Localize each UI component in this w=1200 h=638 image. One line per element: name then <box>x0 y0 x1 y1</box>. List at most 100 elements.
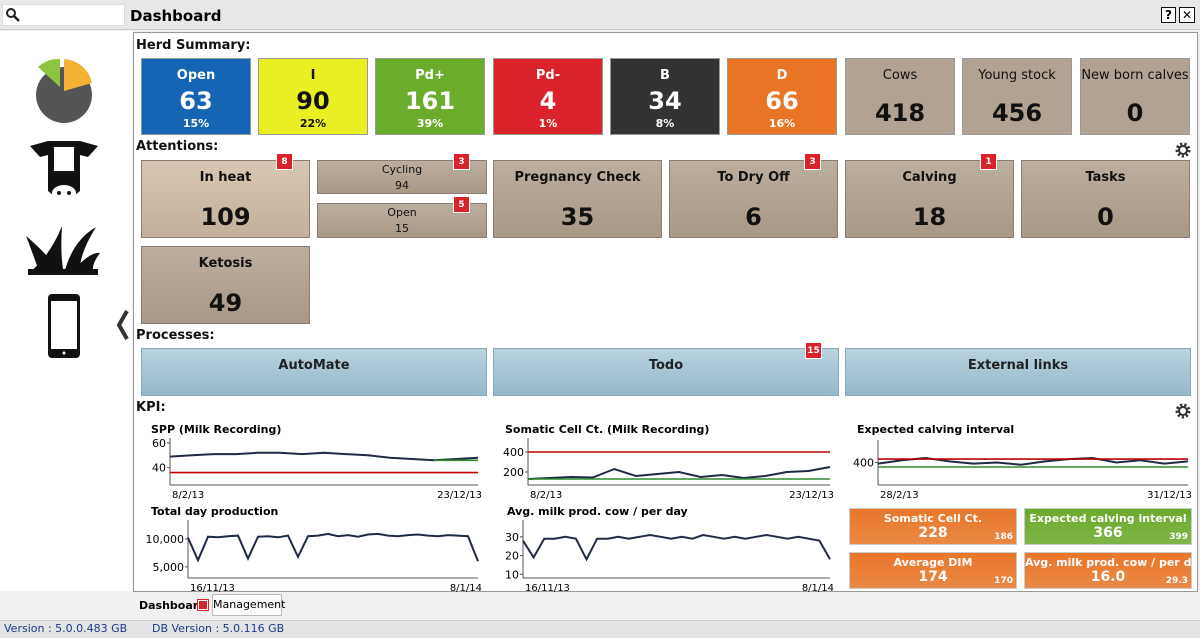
x-end-label: 8/1/14 <box>450 583 482 594</box>
tile-name: AutoMate <box>278 358 350 373</box>
kpi-tile[interactable]: Somatic Cell Ct. 228 186 <box>849 508 1017 545</box>
tile-percent: 1% <box>538 117 558 130</box>
x-start-label: 16/11/13 <box>525 583 570 594</box>
tab-close[interactable] <box>198 600 208 610</box>
badge: 3 <box>804 153 821 170</box>
y-tick-label: 200 <box>503 466 524 479</box>
tile-percent: 39% <box>416 117 444 130</box>
gear-icon[interactable] <box>1175 142 1191 158</box>
window-title: Dashboard <box>130 7 222 25</box>
process-tile[interactable]: Todo <box>493 348 839 396</box>
chart-title: Expected calving interval <box>857 423 1014 436</box>
series-line <box>169 451 479 462</box>
tile-name: Cows <box>882 68 918 83</box>
attention-tile[interactable]: Tasks 0 <box>1021 160 1190 238</box>
help-button[interactable]: ? <box>1161 7 1176 23</box>
processes-label: Processes: <box>136 328 215 343</box>
tile-value: 34 <box>648 87 682 115</box>
x-end-label: 8/1/14 <box>802 583 834 594</box>
chart-title: Somatic Cell Ct. (Milk Recording) <box>505 423 709 436</box>
close-button[interactable]: ✕ <box>1179 7 1195 23</box>
tile-value: 90 <box>296 87 330 115</box>
tile-value: 63 <box>179 87 213 115</box>
tab-management[interactable]: Management <box>212 594 285 616</box>
tab-dashboard[interactable]: Dashboard <box>139 599 207 612</box>
x-start-label: 8/2/13 <box>530 490 562 501</box>
sidebar <box>0 31 132 591</box>
tile-name: Open <box>387 206 417 219</box>
herd-tile[interactable]: New born calves 0 <box>1080 58 1190 135</box>
kpi-tile[interactable]: Average DIM 174 170 <box>849 552 1017 589</box>
kpi-target: 399 <box>1169 532 1188 542</box>
db-version-text: DB Version : 5.0.116 GB <box>152 622 285 635</box>
series-line <box>187 532 479 563</box>
process-tile[interactable]: AutoMate <box>141 348 487 396</box>
cow-icon[interactable] <box>30 141 98 201</box>
tile-name: B <box>660 68 670 83</box>
process-tile[interactable]: External links <box>845 348 1191 396</box>
herd-tile[interactable]: Young stock 456 <box>962 58 1072 135</box>
y-tick-label: 20 <box>505 550 519 563</box>
kpi-name: Avg. milk prod. cow / per day <box>1025 556 1192 569</box>
x-start-label: 16/11/13 <box>190 583 235 594</box>
status-bar <box>0 620 1200 638</box>
y-tick-label: 40 <box>152 462 166 475</box>
x-start-label: 8/2/13 <box>172 490 204 501</box>
tile-name: Young stock <box>978 68 1056 83</box>
collapse-chevron[interactable] <box>116 310 129 340</box>
tile-name: I <box>310 68 316 83</box>
gear-icon[interactable] <box>1175 403 1191 419</box>
title-bar <box>0 0 1200 30</box>
herd-tile[interactable]: Cows 418 <box>845 58 955 135</box>
tile-name: Pd+ <box>415 68 445 83</box>
attention-tile[interactable]: To Dry Off 6 <box>669 160 838 238</box>
tile-name: Calving <box>902 170 957 185</box>
x-start-label: 28/2/13 <box>880 490 919 501</box>
chart-title: SPP (Milk Recording) <box>151 423 281 436</box>
gear-body <box>1178 406 1188 416</box>
kpi-value: 366 <box>1093 525 1123 541</box>
herd-tile[interactable]: Open 63 15% <box>141 58 251 135</box>
tile-percent: 16% <box>768 117 796 130</box>
search-box[interactable] <box>2 4 125 26</box>
tile-value: 66 <box>765 87 799 115</box>
tile-percent: 15% <box>182 117 210 130</box>
y-tick-label: 5,000 <box>153 561 185 574</box>
herd-tile[interactable]: D 66 16% <box>727 58 837 135</box>
attention-tile[interactable]: In heat 109 <box>141 160 310 238</box>
herd-tile[interactable]: B 34 8% <box>610 58 720 135</box>
herd-tile[interactable]: Pd- 4 1% <box>493 58 603 135</box>
y-tick-label: 400 <box>853 457 874 470</box>
tile-name: Todo <box>648 358 684 373</box>
kpi-value: 174 <box>918 569 948 585</box>
herd-tile[interactable]: I 90 22% <box>258 58 368 135</box>
badge: 15 <box>805 342 822 359</box>
kpi-tile[interactable]: Avg. milk prod. cow / per day 16.0 29.3 <box>1024 552 1192 589</box>
attention-tile[interactable]: Ketosis 49 <box>141 246 310 324</box>
x-end-label: 31/12/13 <box>1147 490 1192 501</box>
tile-value: 456 <box>991 99 1043 127</box>
tile-value: 94 <box>395 179 409 192</box>
badge: 3 <box>453 153 470 170</box>
kpi-tile[interactable]: Expected calving interval 366 399 <box>1024 508 1192 545</box>
tile-name: Cycling <box>381 163 423 176</box>
tile-name: To Dry Off <box>717 170 790 185</box>
tile-name: Pregnancy Check <box>514 170 641 185</box>
tile-name: External links <box>967 358 1069 373</box>
attention-tile[interactable]: Calving 18 <box>845 160 1014 238</box>
attention-tile[interactable]: Pregnancy Check 35 <box>493 160 662 238</box>
grass-icon[interactable] <box>26 226 100 275</box>
tile-name: In heat <box>199 170 252 185</box>
tile-name: Open <box>176 68 216 83</box>
tile-name: Ketosis <box>198 256 253 271</box>
tile-value: 49 <box>208 289 243 317</box>
kpi-target: 170 <box>994 576 1013 586</box>
tile-value: 18 <box>912 203 947 231</box>
y-tick-label: 10 <box>505 568 519 581</box>
phone-icon[interactable] <box>48 294 80 358</box>
gear-body <box>1178 145 1188 155</box>
pie-icon[interactable] <box>36 58 92 123</box>
herd-tile[interactable]: Pd+ 161 39% <box>375 58 485 135</box>
